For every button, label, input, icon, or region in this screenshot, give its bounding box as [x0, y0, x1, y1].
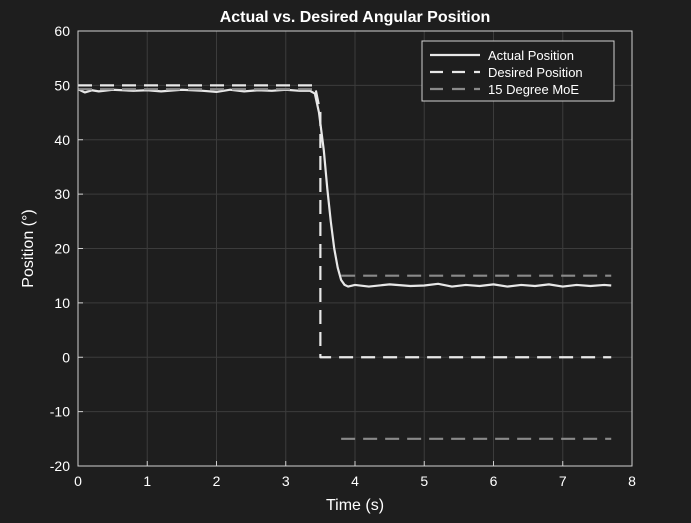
x-tick-label: 2: [213, 473, 221, 489]
legend-entry-desired-position: Desired Position: [488, 65, 583, 80]
legend: Actual Position Desired Position 15 Degr…: [421, 40, 615, 102]
y-tick-label: 30: [54, 186, 70, 202]
series-layer: [77, 84, 612, 440]
chart-title: Actual vs. Desired Angular Position: [220, 9, 491, 26]
y-tick-labels: -20 -10 0 10 20 30 40 50 60: [50, 23, 70, 474]
axes-frame: [77, 30, 633, 467]
legend-entry-moe: 15 Degree MoE: [488, 82, 579, 97]
x-tick-label: 3: [282, 473, 290, 489]
series-line-desired-position: [78, 84, 612, 359]
x-tick-label: 1: [143, 473, 151, 489]
x-tick-label: 7: [559, 473, 567, 489]
x-tick-label: 8: [628, 473, 636, 489]
x-tick-label: 5: [420, 473, 428, 489]
x-tick-label: 4: [351, 473, 359, 489]
x-tick-label: 0: [74, 473, 82, 489]
y-tick-label: -20: [50, 458, 70, 474]
plot-area: [77, 30, 633, 467]
y-tick-label: 40: [54, 132, 70, 148]
y-tick-label: -10: [50, 404, 70, 420]
y-tick-label: 20: [54, 241, 70, 257]
y-tick-label: 50: [54, 77, 70, 93]
legend-entry-actual-position: Actual Position: [488, 48, 574, 63]
y-axis-label: Position (°): [20, 209, 37, 287]
x-axis-label: Time (s): [326, 497, 384, 514]
x-tick-labels: 0 1 2 3 4 5 6 7 8: [74, 473, 636, 489]
y-tick-label: 0: [62, 349, 70, 365]
y-tick-label: 60: [54, 23, 70, 39]
x-tick-label: 6: [490, 473, 498, 489]
y-tick-label: 10: [54, 295, 70, 311]
